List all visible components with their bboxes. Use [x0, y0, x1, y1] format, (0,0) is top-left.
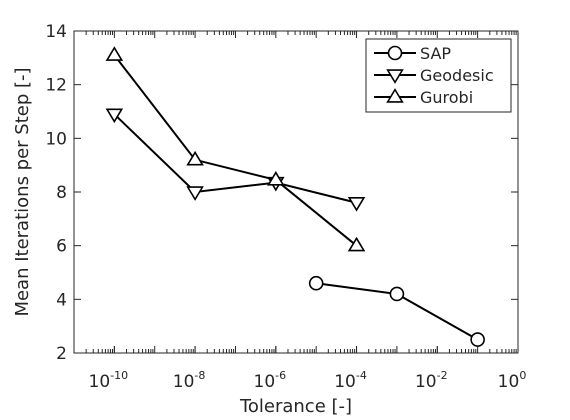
legend-label-gurobi: Gurobi [420, 88, 473, 107]
x-tick-exponent: -6 [275, 369, 286, 382]
x-tick-base: 10 [415, 372, 437, 392]
legend-marker-gurobi [386, 88, 404, 103]
data-point-geodesic [105, 108, 124, 124]
legend-marker-geodesic [386, 69, 404, 84]
series-line-gurobi [113, 54, 358, 247]
y-tick-label: 10 [45, 129, 67, 149]
series-sap [308, 275, 485, 347]
series-gurobi [105, 46, 366, 252]
legend-label-geodesic: Geodesic [420, 66, 494, 85]
legend-entry-geodesic: Geodesic [374, 66, 494, 85]
data-point-gurobi [347, 236, 366, 252]
series-layer [105, 46, 485, 347]
y-axis-label: Mean Iterations per Step [-] [12, 67, 33, 316]
y-tick-label: 2 [56, 344, 67, 364]
legend: SAP Geodesic Gurobi [365, 38, 512, 113]
x-tick-label: 100 [498, 369, 527, 392]
x-tick-exponent: -4 [356, 369, 367, 382]
legend-marker-sap [387, 45, 403, 61]
y-tick-label: 12 [45, 76, 67, 96]
minor-ticks [85, 31, 517, 353]
legend-entry-gurobi: Gurobi [374, 88, 473, 107]
x-tick-label: 10-2 [415, 369, 448, 392]
x-tick-label: 10-6 [254, 369, 287, 392]
x-tick-label: 10-8 [173, 369, 206, 392]
x-tick-base: 10 [498, 372, 520, 392]
series-line-geodesic [113, 113, 357, 204]
x-tick-exponent: -2 [437, 369, 448, 382]
y-tick-label: 14 [45, 22, 67, 42]
legend-label-sap: SAP [420, 44, 451, 63]
data-point-gurobi [186, 150, 204, 166]
plot-frame [73, 30, 519, 354]
y-tick-label: 8 [56, 183, 67, 203]
data-point-sap [470, 332, 485, 347]
data-point-geodesic [347, 197, 366, 212]
x-tick-exponent: 0 [519, 369, 526, 382]
data-point-gurobi [267, 171, 285, 186]
x-tick-base: 10 [254, 372, 276, 392]
data-point-sap [308, 275, 324, 291]
legend-entry-sap: SAP [374, 44, 451, 63]
x-tick-label: 10-4 [334, 369, 367, 392]
y-tick-label: 6 [56, 237, 67, 257]
y-tick-label: 4 [56, 290, 67, 310]
x-tick-label: 10-10 [89, 369, 129, 392]
x-axis-label: Tolerance [-] [239, 396, 352, 417]
x-tick-base: 10 [334, 372, 356, 392]
x-tick-exponent: -8 [194, 369, 205, 382]
x-tick-base: 10 [89, 372, 111, 392]
data-point-geodesic [186, 186, 204, 201]
data-point-gurobi [105, 46, 124, 61]
x-tick-exponent: -10 [110, 369, 128, 382]
x-tick-base: 10 [173, 372, 195, 392]
data-point-sap [389, 286, 405, 302]
